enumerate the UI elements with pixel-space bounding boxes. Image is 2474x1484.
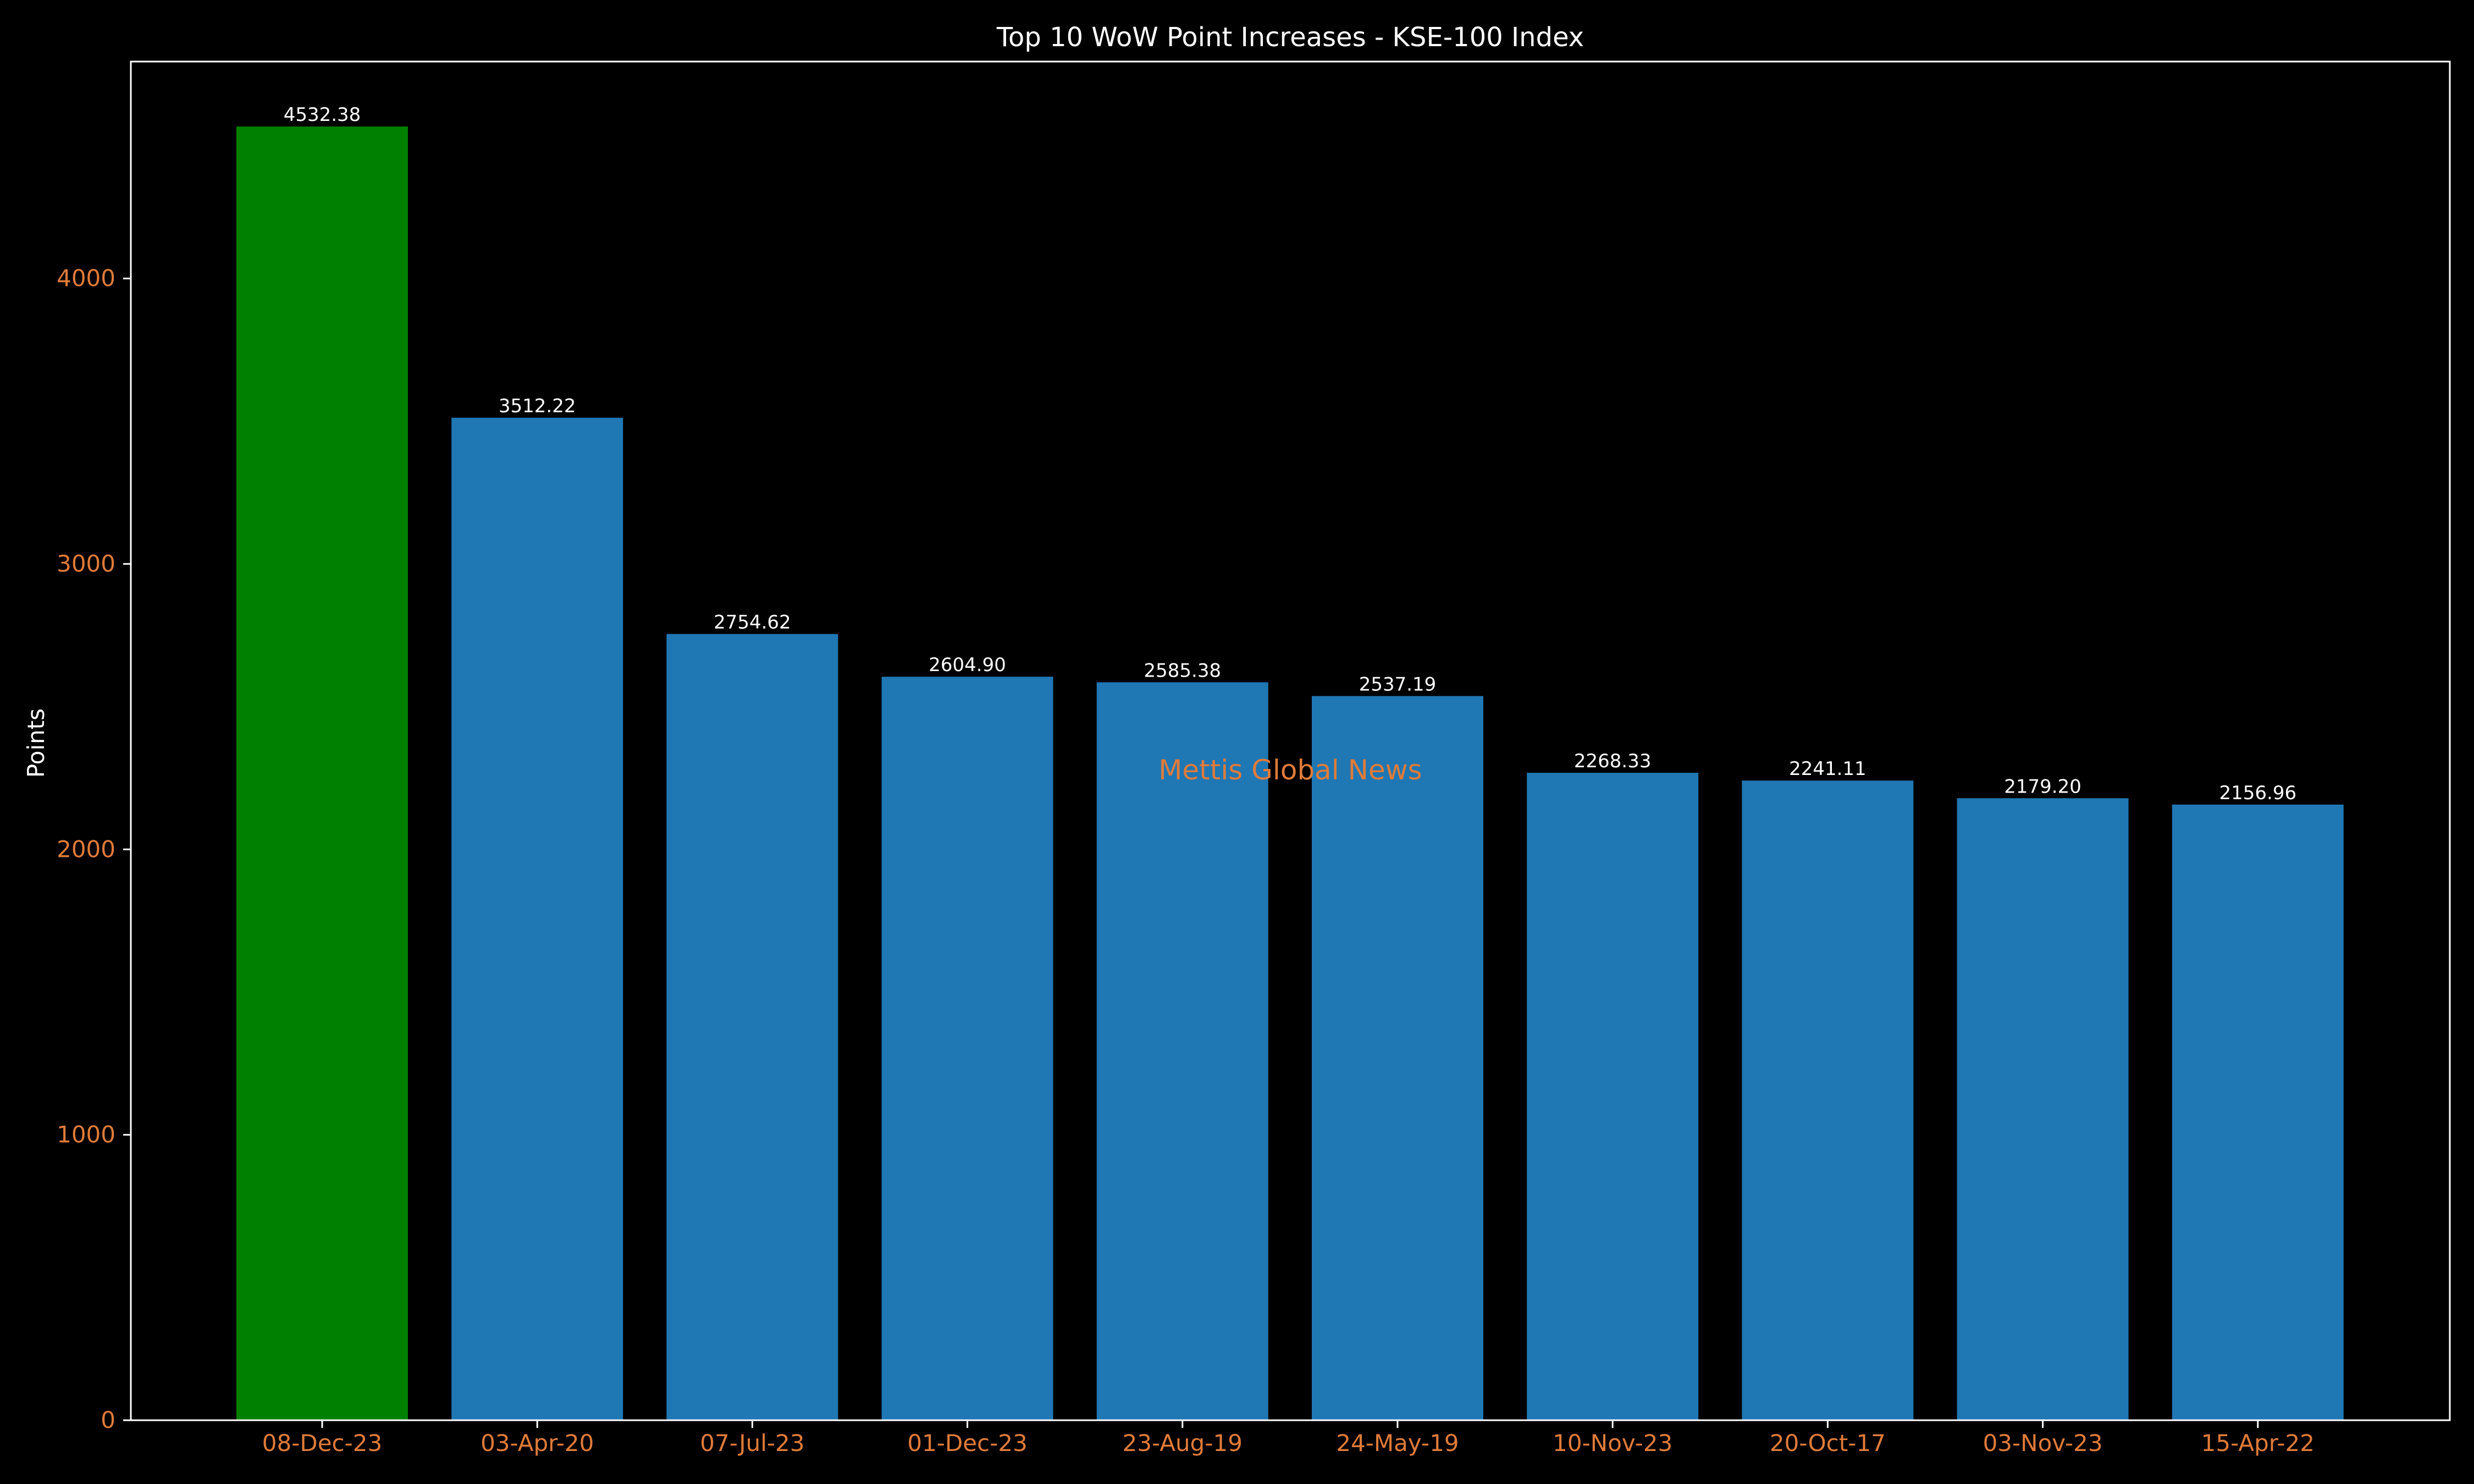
x-axis: 08-Dec-23 03-Apr-20 07-Jul-23 01-Dec-23 23-A… <box>262 1420 2315 1457</box>
y-tick-label: 0 <box>101 1407 115 1433</box>
y-tick-label: 2000 <box>57 835 115 862</box>
y-tick-label: 4000 <box>57 265 115 292</box>
bar-03-Apr-20 <box>451 418 623 1420</box>
data-label: 2156.96 <box>2219 782 2296 804</box>
data-label: 2241.11 <box>1789 758 1866 780</box>
bar-07-Jul-23 <box>666 634 838 1420</box>
x-tick-label: 03-Apr-20 <box>481 1430 594 1457</box>
bar-20-Oct-17 <box>1742 780 1914 1420</box>
data-label: 2754.62 <box>714 611 791 633</box>
watermark-text: Mettis Global News <box>1158 754 1422 786</box>
x-tick-label: 07-Jul-23 <box>700 1430 804 1457</box>
bar-01-Dec-23 <box>881 677 1053 1420</box>
data-label: 2604.90 <box>929 654 1006 676</box>
x-tick-label: 10-Nov-23 <box>1553 1430 1672 1457</box>
chart-title: Top 10 WoW Point Increases - KSE-100 Ind… <box>996 22 1584 53</box>
x-tick-label: 08-Dec-23 <box>262 1430 382 1457</box>
bar-08-Dec-23 <box>236 126 408 1420</box>
y-tick-label: 3000 <box>57 550 115 577</box>
data-label: 2537.19 <box>1359 673 1437 695</box>
data-label: 2179.20 <box>2004 776 2081 798</box>
plot-frame <box>130 60 2451 1421</box>
data-label: 2585.38 <box>1144 660 1221 682</box>
x-tick-label: 15-Apr-22 <box>2201 1430 2315 1457</box>
bars-layer <box>236 126 2344 1420</box>
bar-10-Nov-23 <box>1527 772 1699 1420</box>
bar-03-Nov-23 <box>1957 798 2129 1420</box>
bar-15-Apr-22 <box>2172 804 2344 1420</box>
data-label: 3512.22 <box>499 395 576 417</box>
data-label: 4532.38 <box>284 104 361 126</box>
y-axis-label: Points <box>23 708 49 778</box>
x-tick-label: 23-Aug-19 <box>1123 1430 1242 1457</box>
x-tick-label: 01-Dec-23 <box>907 1430 1027 1457</box>
x-tick-label: 24-May-19 <box>1336 1430 1459 1457</box>
data-label: 2268.33 <box>1574 750 1652 772</box>
y-tick-label: 1000 <box>57 1121 115 1148</box>
bar-23-Aug-19 <box>1096 682 1268 1420</box>
bar-24-May-19 <box>1312 696 1483 1420</box>
x-tick-label: 20-Oct-17 <box>1770 1430 1886 1457</box>
y-axis: 0 1000 2000 3000 4000 <box>57 265 131 1433</box>
x-tick-label: 03-Nov-23 <box>1983 1430 2103 1457</box>
data-labels-layer: 4532.38 3512.22 2754.62 2604.90 2585.38 2537.… <box>284 104 2296 804</box>
